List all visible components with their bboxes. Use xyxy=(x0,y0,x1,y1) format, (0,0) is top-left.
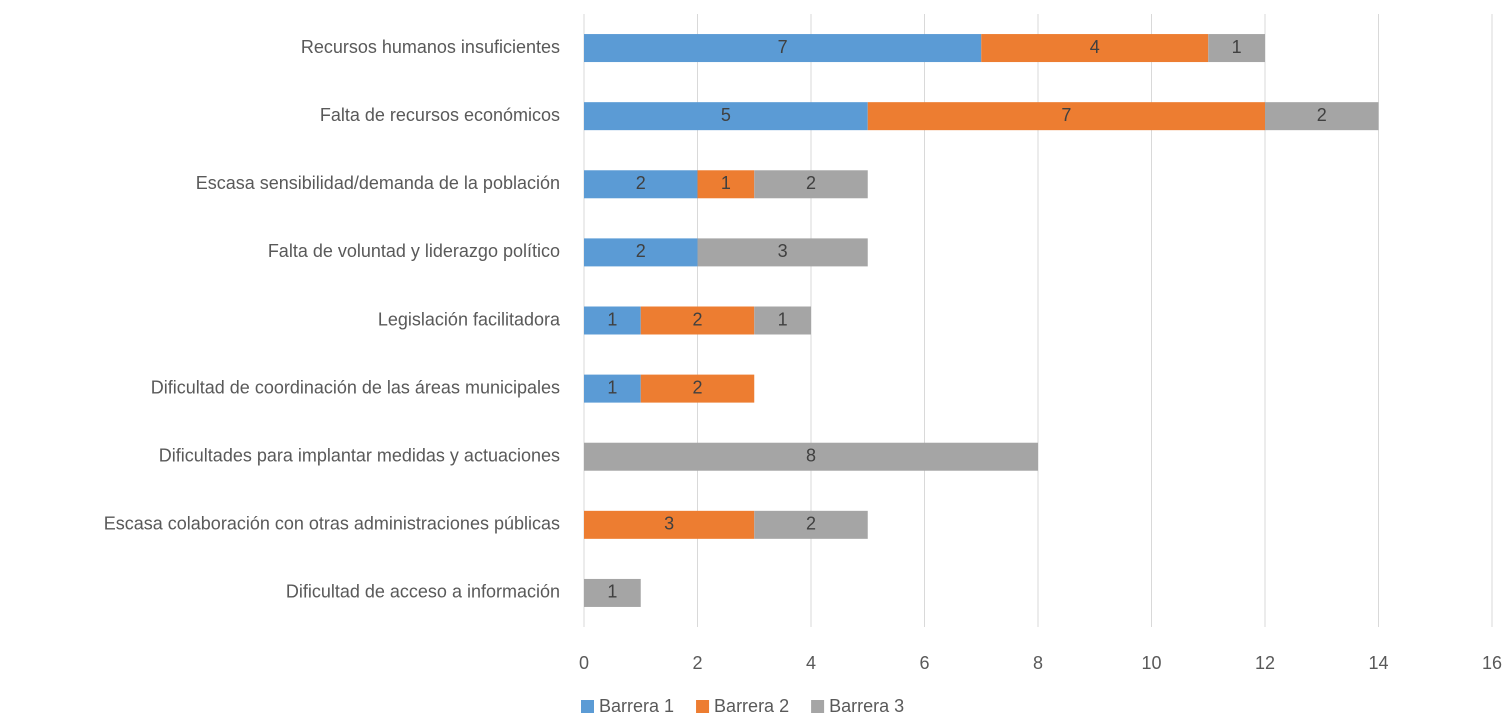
bar-segment xyxy=(584,578,641,607)
data-label: 2 xyxy=(1317,105,1327,125)
data-label: 1 xyxy=(1232,37,1242,57)
bar-segment xyxy=(584,510,755,539)
y-tick-label: Dificultad de coordinación de las áreas … xyxy=(151,377,560,397)
bar-segment xyxy=(1208,34,1265,63)
data-label: 2 xyxy=(692,309,702,329)
x-tick-label: 2 xyxy=(692,653,702,673)
y-tick-label: Escasa sensibilidad/demanda de la poblac… xyxy=(196,173,560,193)
data-label: 2 xyxy=(692,377,702,397)
x-tick-label: 6 xyxy=(919,653,929,673)
data-label: 1 xyxy=(778,309,788,329)
data-label: 1 xyxy=(607,309,617,329)
legend-swatch xyxy=(811,700,825,713)
bar-segment xyxy=(697,238,868,267)
data-label: 1 xyxy=(607,582,617,602)
data-label: 3 xyxy=(778,241,788,261)
bar-segment xyxy=(584,102,868,131)
x-tick-label: 16 xyxy=(1482,653,1502,673)
data-label: 3 xyxy=(664,514,674,534)
legend-label: Barrera 1 xyxy=(599,696,674,716)
bar-segment xyxy=(867,102,1265,131)
y-tick-label: Escasa colaboración con otras administra… xyxy=(104,514,560,534)
x-tick-label: 4 xyxy=(806,653,816,673)
data-label: 1 xyxy=(607,377,617,397)
bar-segment xyxy=(697,170,755,199)
data-label: 1 xyxy=(721,173,731,193)
data-label: 2 xyxy=(806,514,816,534)
x-tick-label: 0 xyxy=(579,653,589,673)
x-tick-label: 14 xyxy=(1368,653,1388,673)
y-tick-label: Falta de voluntad y liderazgo político xyxy=(268,241,560,261)
bar-segment xyxy=(584,442,1038,471)
legend-swatch xyxy=(581,700,594,713)
data-label: 2 xyxy=(636,241,646,261)
data-label: 2 xyxy=(636,173,646,193)
x-tick-label: 8 xyxy=(1033,653,1043,673)
bar-segment xyxy=(640,306,755,335)
y-tick-label: Recursos humanos insuficientes xyxy=(301,37,560,57)
data-label: 5 xyxy=(721,105,731,125)
y-tick-label: Dificultades para implantar medidas y ac… xyxy=(159,445,560,465)
bar-segment xyxy=(754,306,811,335)
bar-segment xyxy=(754,170,868,199)
y-tick-label: Dificultad de acceso a información xyxy=(286,582,560,602)
legend-swatch xyxy=(696,700,710,713)
data-label: 7 xyxy=(778,37,788,57)
data-label: 2 xyxy=(806,173,816,193)
bar-segment xyxy=(640,374,755,403)
x-tick-label: 10 xyxy=(1141,653,1161,673)
bar-segment xyxy=(584,238,698,267)
bar-segment xyxy=(981,34,1209,63)
data-label: 8 xyxy=(806,445,816,465)
bar-segment xyxy=(584,170,698,199)
bar-segment xyxy=(754,510,868,539)
legend-label: Barrera 3 xyxy=(829,696,904,716)
x-tick-label: 12 xyxy=(1255,653,1275,673)
data-label: 7 xyxy=(1061,105,1071,125)
legend-label: Barrera 2 xyxy=(714,696,789,716)
data-label: 4 xyxy=(1090,37,1100,57)
bar-segment xyxy=(584,306,641,335)
y-tick-label: Falta de recursos económicos xyxy=(320,105,560,125)
bar-segment xyxy=(1265,102,1379,131)
y-tick-label: Legislación facilitadora xyxy=(378,309,561,329)
bar-segment xyxy=(584,34,982,63)
bar-segment xyxy=(584,374,641,403)
